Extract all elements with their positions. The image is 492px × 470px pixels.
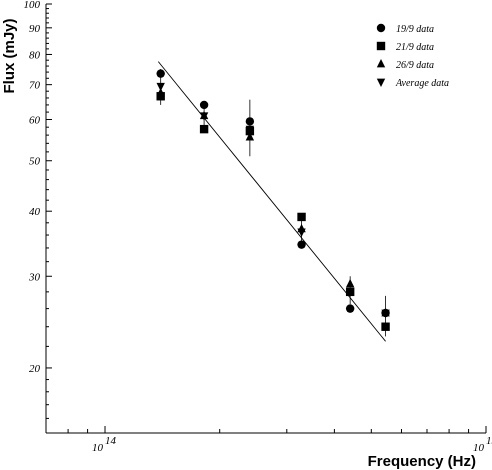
data-point-21-9-data [381,322,390,331]
legend-marker [376,59,386,68]
y-axis-title: Flux (mJy) [1,18,18,93]
legend-label: 19/9 data [396,24,434,35]
legend-label: Average data [395,78,449,89]
legend: 19/9 data 21/9 data 26/9 data Average data [376,23,449,89]
y-tick-label: 60 [29,115,41,127]
y-tick-label: 80 [29,49,41,61]
y-tick-label: 70 [29,80,41,92]
data-point-average-data [345,288,355,297]
fit-line [157,61,386,342]
data-point-average-data [381,309,390,319]
data-point-19-9-data [345,304,355,313]
data-point-19-9-data [156,69,165,78]
data-point-19-9-data [199,100,209,110]
legend-label: 26/9 data [396,60,434,71]
data-point-26-9-data [345,278,355,288]
data-point-average-data [199,112,209,121]
data-point-average-data [156,82,165,92]
legend-marker [376,23,386,33]
x-tick-label: 10 [92,442,104,454]
data-point-21-9-data [199,124,209,134]
y-tick-label: 30 [28,271,41,283]
data-point-average-data [245,125,255,135]
y-tick-label: 50 [29,156,41,168]
data-point-average-data [297,228,306,237]
data-points [156,69,390,331]
data-point-26-9-data [156,87,165,97]
legend-marker [376,78,386,87]
y-tick-label: 100 [24,0,41,11]
data-point-26-9-data [245,132,255,141]
power-law-fit [157,61,386,342]
legend-marker [376,41,386,51]
legend-label: 21/9 data [396,42,434,53]
x-tick-label: 10 [473,442,485,454]
y-tick-label: 90 [29,23,41,35]
x-axis-title: Frequency (Hz) [368,453,476,470]
y-tick-label: 40 [29,206,41,218]
x-tick-label-exponent: 15 [486,435,492,447]
x-tick-label-exponent: 14 [105,435,117,447]
data-point-19-9-data [245,117,255,126]
y-tick-label: 20 [29,363,41,375]
data-point-19-9-data [297,240,306,249]
axes: 203040506070809010010141015 [24,0,492,454]
data-point-21-9-data [297,212,306,222]
